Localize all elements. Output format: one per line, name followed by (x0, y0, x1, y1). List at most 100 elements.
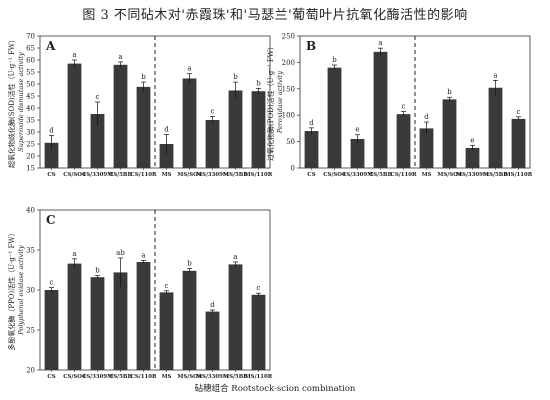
bar (90, 277, 105, 370)
significance-label: c (257, 284, 261, 292)
x-tick-label: CS (307, 172, 315, 178)
x-tick-label: CS/SO4 (63, 374, 86, 380)
x-tick-label: CS/110R (131, 172, 157, 178)
panel-letter: A (45, 39, 56, 53)
significance-label: a (493, 71, 497, 79)
bar (350, 138, 365, 168)
panel-a: A 15 20 25 30 35 40 45 50 55 60 65 70 超氧化物歧化酶(SOD)活性（… (7, 33, 273, 179)
x-tick-label: MS/5BB (223, 374, 248, 380)
significance-label: a (378, 39, 382, 47)
x-tick-label: MS/5BB (483, 172, 508, 178)
y-tick-label: 100 (282, 112, 295, 120)
x-tick-label: CS (47, 374, 55, 380)
y-tick-label: 65 (26, 45, 35, 53)
y-tick-label: 70 (26, 33, 35, 41)
significance-label: a (72, 250, 76, 258)
y-axis-label-english: Polyphenol oxidase activity (17, 245, 25, 336)
x-tick-label: CS/SO4 (63, 172, 86, 178)
y-tick-label: 35 (26, 247, 35, 255)
bar (251, 91, 266, 168)
x-axis-label: 砧穗组合 Rootstock-scion combination (194, 384, 356, 394)
x-tick-label: CS/5BB (369, 172, 392, 178)
bar (396, 114, 411, 168)
y-tick-label: 55 (26, 69, 35, 77)
significance-label: c (517, 108, 521, 116)
panel-b: B 0 50 100 150 200 250 过氧化物酶(POD)活性（U·g⁻¹ FW） Pe… (266, 33, 533, 179)
y-tick-label: 40 (26, 207, 35, 215)
bar (228, 264, 243, 370)
bar (251, 294, 266, 370)
bar (182, 78, 197, 168)
x-tick-label: CS/110R (391, 172, 417, 178)
significance-label: e (355, 126, 359, 134)
y-axis-label: 超氧化物歧化酶(SOD)活性（U·g⁻¹ FW） (7, 36, 16, 168)
x-tick-label: MS/110R (245, 172, 273, 178)
y-axis-label-english: Superoxide dismutase activity (17, 52, 25, 152)
bar (511, 118, 526, 168)
bar (373, 51, 388, 169)
bar (136, 86, 151, 168)
significance-label: d (164, 125, 169, 133)
x-tick-label: CS (47, 172, 55, 178)
significance-label: a (141, 251, 145, 259)
significance-label: b (141, 73, 146, 81)
y-axis-label: 多酚氧化酶（PPO)活性（U·g⁻¹ FW） (7, 229, 16, 350)
bar (159, 144, 174, 168)
significance-label: c (165, 282, 169, 290)
x-tick-label: CS/5BB (109, 374, 132, 380)
x-tick-label: MS/110R (245, 374, 273, 380)
x-tick-label: MS/SO4 (177, 172, 201, 178)
x-tick-label: MS/3309M (196, 374, 229, 380)
x-tick-label: CS/SO4 (323, 172, 346, 178)
x-tick-label: CS/5BB (109, 172, 132, 178)
bar (44, 142, 59, 168)
bar (113, 272, 128, 370)
significance-label: a (72, 51, 76, 59)
y-tick-label: 30 (26, 129, 35, 137)
bar (205, 311, 220, 370)
y-tick-label: 50 (26, 81, 35, 89)
bar (228, 90, 243, 168)
x-tick-label: MS/5BB (223, 172, 248, 178)
x-tick-label: MS/3309M (196, 172, 229, 178)
bar (90, 114, 105, 168)
bar (67, 263, 82, 370)
bar (44, 290, 59, 370)
y-tick-label: 25 (26, 327, 35, 335)
bar (159, 292, 174, 370)
x-tick-label: MS/SO4 (437, 172, 461, 178)
y-tick-label: 35 (26, 117, 35, 125)
significance-label: c (50, 279, 54, 287)
significance-label: b (233, 73, 238, 81)
significance-label: a (118, 53, 122, 61)
x-tick-label: CS/3309M (342, 172, 373, 178)
bar (304, 131, 319, 168)
y-tick-label: 50 (286, 138, 295, 146)
bar (136, 262, 151, 370)
significance-label: c (402, 103, 406, 111)
y-tick-label: 45 (26, 93, 35, 101)
y-tick-label: 60 (26, 57, 35, 65)
y-axis-label: 过氧化物酶(POD)活性（U·g⁻¹ FW） (266, 43, 275, 161)
y-tick-label: 25 (26, 141, 35, 149)
significance-label: c (211, 107, 215, 115)
significance-label: d (49, 127, 54, 135)
significance-label: a (233, 253, 237, 261)
significance-label: b (332, 56, 337, 64)
bar (419, 128, 434, 168)
significance-label: a (187, 65, 191, 73)
bar (205, 120, 220, 168)
bar (67, 63, 82, 168)
significance-label: d (210, 301, 215, 309)
x-tick-label: MS/SO4 (177, 374, 201, 380)
bar (465, 147, 480, 168)
bar (113, 64, 128, 168)
significance-label: ab (116, 249, 125, 257)
y-axis-label-english: Peroxidase activity (276, 71, 284, 135)
x-tick-label: MS (422, 172, 432, 178)
significance-label: d (424, 113, 429, 121)
y-tick-label: 40 (26, 105, 35, 113)
significance-label: b (256, 79, 261, 87)
y-tick-label: 0 (291, 165, 295, 173)
